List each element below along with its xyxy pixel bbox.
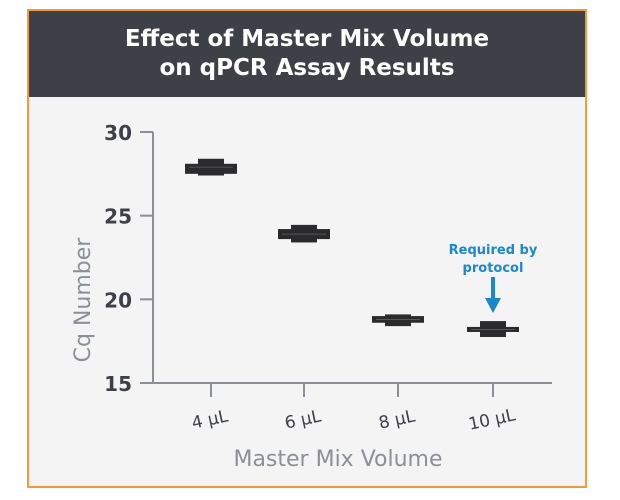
y-tick-label: 25 — [104, 205, 132, 229]
annotation-arrow-head — [485, 298, 501, 313]
box-whisker-bar — [185, 163, 237, 174]
y-axis-label: Cq Number — [71, 237, 96, 363]
x-tick-label: 8 µL — [377, 406, 417, 433]
x-tick-label: 4 µL — [190, 406, 230, 433]
y-tick-label: 20 — [104, 288, 132, 312]
title-line-1: Effect of Master Mix Volume — [124, 26, 490, 52]
x-axis-label: Master Mix Volume — [233, 447, 442, 472]
title-line-2: on qPCR Assay Results — [159, 55, 455, 81]
annotation-line-2: protocol — [463, 261, 524, 276]
chart-title: Effect of Master Mix Volume on qPCR Assa… — [29, 11, 585, 97]
chart-frame: Effect of Master Mix Volume on qPCR Assa… — [27, 9, 587, 488]
y-tick-label: 15 — [104, 372, 132, 396]
x-tick-label: 10 µL — [467, 405, 518, 435]
annotation-line-1: Required by — [449, 243, 538, 258]
x-tick-label: 6 µL — [283, 406, 323, 433]
y-tick-label: 30 — [104, 121, 132, 145]
